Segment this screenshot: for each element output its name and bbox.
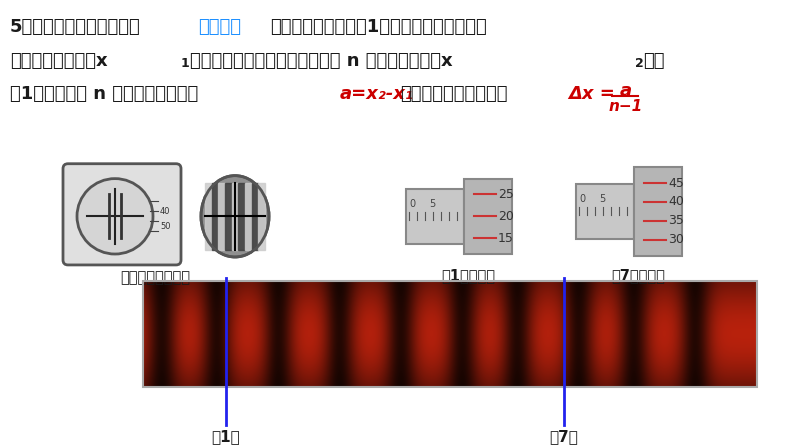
Bar <box>212 182 218 250</box>
Text: Δx =: Δx = <box>568 85 615 103</box>
FancyBboxPatch shape <box>63 164 181 265</box>
Text: 1: 1 <box>181 57 190 70</box>
Text: 中心刻线: 中心刻线 <box>198 18 241 36</box>
Text: 2: 2 <box>635 57 644 70</box>
Text: 第7条时读数: 第7条时读数 <box>611 268 665 283</box>
Bar <box>225 182 232 250</box>
Ellipse shape <box>201 176 269 257</box>
Text: a: a <box>620 82 632 101</box>
Text: 第1条时读数: 第1条时读数 <box>441 268 495 283</box>
Bar <box>258 182 265 250</box>
Text: 5: 5 <box>599 194 605 204</box>
Text: n−1: n−1 <box>609 99 643 114</box>
Text: 25: 25 <box>498 188 514 201</box>
Bar <box>218 182 225 250</box>
Text: 第1条: 第1条 <box>211 429 241 444</box>
Text: 第1条亮纹与第 n 条亮纹中心间距为: 第1条亮纹与第 n 条亮纹中心间距为 <box>10 85 198 103</box>
Text: 20: 20 <box>498 210 514 223</box>
Text: 第7条: 第7条 <box>549 429 578 444</box>
Text: 40: 40 <box>668 195 684 208</box>
Bar <box>245 182 252 250</box>
Text: a=x₂-x₁: a=x₂-x₁ <box>340 85 414 103</box>
Text: ，则相邻亮纹间距为：: ，则相邻亮纹间距为： <box>400 85 507 103</box>
Bar <box>205 182 212 250</box>
Circle shape <box>77 179 153 254</box>
Text: 0: 0 <box>579 194 585 204</box>
Text: 螺旋测微器的读数: 螺旋测微器的读数 <box>120 270 190 285</box>
Bar <box>634 167 682 256</box>
Text: 30: 30 <box>668 233 684 246</box>
Text: 5: 5 <box>429 199 435 209</box>
Text: 下此时测量头刻度x: 下此时测量头刻度x <box>10 51 108 70</box>
Text: 15: 15 <box>498 232 514 245</box>
Bar <box>143 281 757 387</box>
Bar <box>238 182 245 250</box>
Text: 0: 0 <box>409 199 415 209</box>
Text: 45: 45 <box>668 177 684 190</box>
Text: 35: 35 <box>668 214 684 227</box>
Text: 40: 40 <box>160 207 171 216</box>
Bar <box>464 179 512 254</box>
Text: ，将测量头朝右端移动，记下第 n 条亮纹中心位置x: ，将测量头朝右端移动，记下第 n 条亮纹中心位置x <box>190 51 453 70</box>
Text: ；则: ；则 <box>643 51 665 70</box>
Text: 与左端某条（记为第1条）亮纹中心对齐，记: 与左端某条（记为第1条）亮纹中心对齐，记 <box>270 18 487 36</box>
Text: 5、调节测量头，使分划板: 5、调节测量头，使分划板 <box>10 18 141 36</box>
Bar <box>406 189 464 244</box>
Text: 50: 50 <box>160 222 171 231</box>
Bar <box>576 184 634 239</box>
Bar <box>232 182 238 250</box>
Bar <box>252 182 258 250</box>
